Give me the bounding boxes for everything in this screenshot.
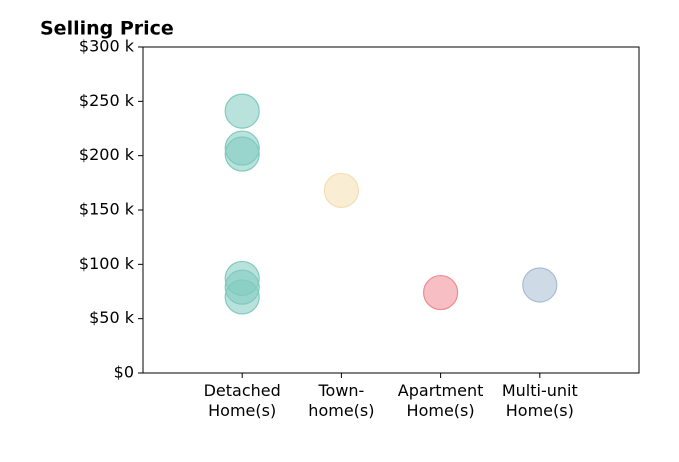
point <box>423 274 459 311</box>
point <box>323 172 359 209</box>
y-tick-label: $100 k <box>79 254 135 273</box>
plot-frame <box>142 46 640 374</box>
point <box>224 93 260 129</box>
point <box>522 267 558 303</box>
point <box>224 279 260 315</box>
chart-title: Selling Price <box>40 18 174 40</box>
y-tick-label: $150 k <box>79 200 135 219</box>
x-tick-label: Detached Home(s) <box>203 381 281 420</box>
point <box>224 136 260 172</box>
y-tick-label: $0 <box>114 363 134 382</box>
y-tick-label: $50 k <box>89 308 135 327</box>
x-tick-label: Apartment Home(s) <box>397 381 484 420</box>
x-tick-label: Town- home(s) <box>308 381 375 420</box>
y-tick-label: $250 k <box>79 91 135 110</box>
y-tick-label: $300 k <box>79 37 135 56</box>
y-tick-label: $200 k <box>79 145 135 164</box>
x-tick-label: Multi-unit Home(s) <box>501 381 578 420</box>
